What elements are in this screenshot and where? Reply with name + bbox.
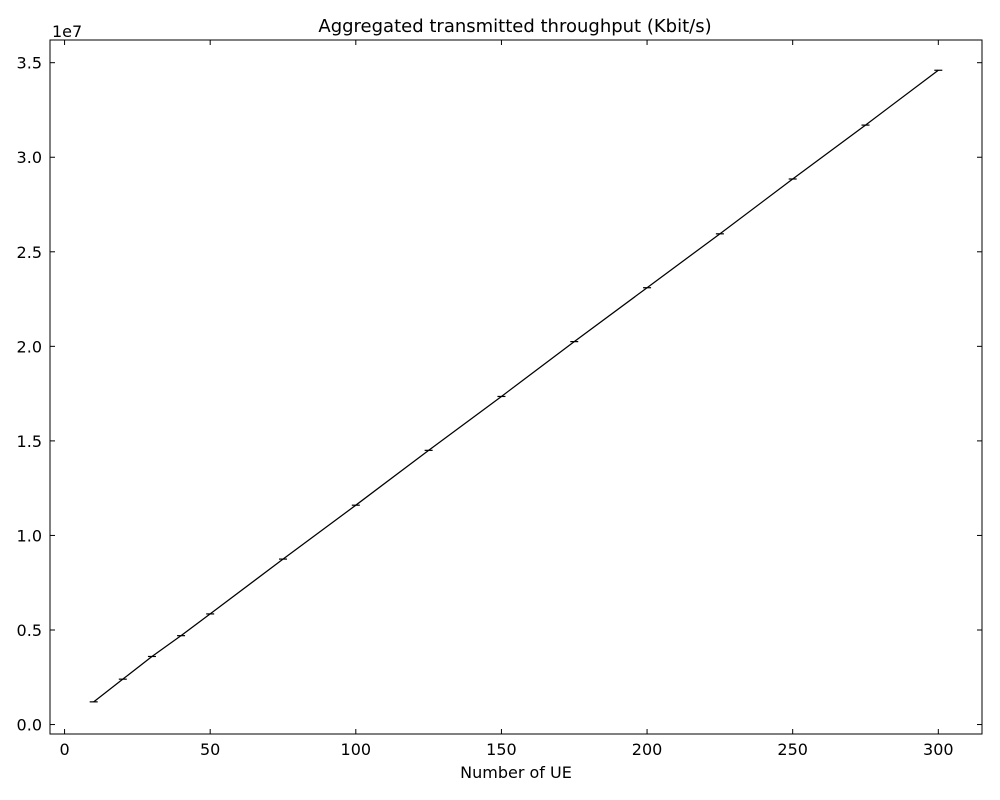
x-tick-label: 50 (200, 740, 220, 759)
x-tick-label: 100 (341, 740, 372, 759)
x-axis-ticks (64, 40, 939, 734)
x-tick-label: 0 (59, 740, 69, 759)
y-tick-label: 2.5 (17, 243, 42, 262)
x-tick-label: 250 (777, 740, 808, 759)
y-axis-offset-label: 1e7 (52, 22, 82, 41)
chart-title: Aggregated transmitted throughput (Kbit/… (318, 16, 711, 37)
x-tick-label: 300 (923, 740, 954, 759)
plot-frame (49, 39, 983, 735)
y-tick-label: 3.0 (17, 148, 42, 167)
series-error-bars (89, 69, 943, 703)
y-tick-label: 0.5 (17, 621, 42, 640)
y-tick-label: 1.0 (17, 526, 42, 545)
y-tick-label: 3.5 (17, 54, 42, 73)
y-tick-label: 0.0 (17, 716, 42, 735)
y-axis-tick-labels: 0.0 0.5 1.0 1.5 2.0 2.5 3.0 3.5 (17, 54, 42, 735)
x-tick-label: 200 (632, 740, 663, 759)
y-tick-label: 2.0 (17, 337, 42, 356)
y-axis-ticks (50, 62, 982, 726)
x-axis-tick-labels: 0 50 100 150 200 250 300 (59, 740, 953, 759)
x-tick-label: 150 (486, 740, 517, 759)
x-axis-label: Number of UE (460, 763, 572, 782)
y-tick-label: 1.5 (17, 432, 42, 451)
throughput-series-line (93, 69, 939, 703)
